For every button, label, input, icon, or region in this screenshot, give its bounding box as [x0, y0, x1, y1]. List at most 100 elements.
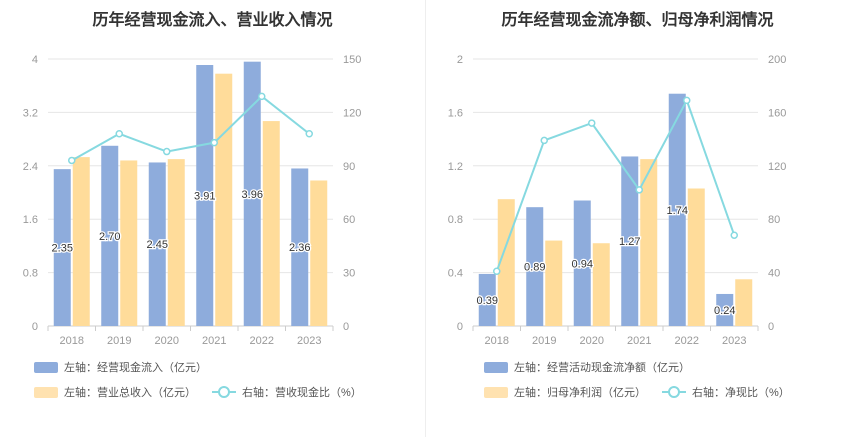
line-series	[495, 97, 736, 272]
bar-series2	[72, 157, 90, 326]
bar-series1	[101, 145, 119, 326]
x-axis-label: 2020	[580, 335, 604, 347]
right-axis-tick: 60	[343, 214, 355, 226]
bar-data-label: 2.35	[52, 243, 73, 255]
left-legend-bar2[interactable]: 左轴：营业总收入（亿元）	[34, 384, 196, 400]
legend-swatch	[34, 361, 58, 373]
right-axis-tick: 200	[768, 54, 786, 66]
left-axis-tick: 2.4	[23, 161, 38, 173]
line-point	[115, 130, 123, 138]
panel-divider	[425, 0, 426, 437]
legend-label: 右轴：净现比（%）	[692, 387, 790, 399]
left-axis-tick: 4	[32, 54, 38, 66]
line-point	[305, 130, 313, 138]
line-point	[635, 186, 643, 194]
left-axis-tick: 0.4	[448, 268, 463, 280]
left-axis-tick: 2	[457, 54, 463, 66]
right-chart-title: 历年经营现金流净额、归母净利润情况	[501, 12, 774, 29]
right-legend-row1: 左轴：经营活动现金流净额（亿元）	[484, 359, 706, 375]
right-legend-bar1[interactable]: 左轴：经营活动现金流净额（亿元）	[484, 359, 690, 375]
right-axis-tick: 120	[343, 107, 361, 119]
bar-series2	[687, 188, 705, 326]
bar-data-label: 3.91	[194, 191, 215, 203]
left-axis-tick: 1.2	[448, 161, 463, 173]
bar-series1	[148, 162, 166, 326]
bar-data-label: 3.96	[242, 189, 263, 201]
line-series	[71, 95, 310, 162]
bar-series2	[545, 240, 563, 326]
left-axis-tick: 0	[32, 321, 38, 333]
right-axis-tick: 30	[343, 268, 355, 280]
bar-series2	[215, 73, 233, 326]
line-point	[163, 147, 171, 156]
bar-data-label: 0.94	[572, 258, 593, 270]
left-axis-tick: 1.6	[23, 214, 38, 226]
bar-series1	[668, 93, 686, 327]
legend-label: 左轴：归母净利润（亿元）	[514, 387, 646, 399]
line-point	[588, 119, 596, 127]
bar-data-label: 2.36	[289, 242, 310, 254]
right-axis-tick: 90	[343, 161, 355, 173]
x-axis-label: 2018	[485, 335, 509, 347]
bar-series1	[243, 61, 261, 327]
left-legend-line[interactable]: 右轴：营收现金比（%）	[212, 384, 362, 400]
right-legend-bar2[interactable]: 左轴：归母净利润（亿元）	[484, 384, 646, 400]
x-axis-label: 2022	[250, 335, 274, 347]
right-axis-tick: 0	[768, 321, 774, 333]
left-axis-tick: 3.2	[23, 107, 38, 119]
bar-series1	[196, 65, 214, 326]
legend-swatch	[34, 386, 58, 398]
legend-label: 左轴：营业总收入（亿元）	[64, 387, 196, 399]
x-axis-label: 2022	[675, 335, 699, 347]
legend-label: 左轴：经营现金流入（亿元）	[64, 362, 207, 374]
left-axis-tick: 1.6	[448, 107, 463, 119]
bar-data-label: 1.74	[667, 205, 688, 217]
bar-series1	[573, 200, 591, 326]
bar-data-label: 1.27	[619, 236, 640, 248]
legend-line-swatch	[212, 386, 236, 398]
bar-data-label: 0.39	[477, 295, 498, 307]
left-axis-tick: 0	[457, 321, 463, 333]
bar-series1	[621, 156, 639, 326]
legend-swatch	[484, 386, 508, 398]
x-axis-label: 2021	[202, 335, 226, 347]
bar-data-label: 0.89	[524, 262, 545, 274]
bar-data-label: 2.45	[147, 239, 168, 251]
bar-series1	[53, 169, 71, 326]
left-legend-row2: 左轴：营业总收入（亿元） 右轴：营收现金比（%）	[34, 384, 378, 400]
left-legend-bar1[interactable]: 左轴：经营现金流入（亿元）	[34, 359, 207, 375]
left-chart: 0 0.8 1.6 2.4 3.2 4 0 30 60 90 120 150 2018 2.35 2019 2…	[23, 54, 362, 347]
bar-series2	[735, 279, 753, 326]
bar-series2	[310, 180, 328, 326]
line-point	[68, 156, 76, 165]
bar-series2	[592, 243, 610, 326]
right-chart: 0 0.4 0.8 1.2 1.6 2 0 40 80 120 160 200 2018 0.39 2019…	[448, 54, 787, 347]
bar-data-label: 0.24	[714, 305, 735, 317]
line-point	[258, 92, 266, 101]
right-axis-tick: 160	[768, 107, 786, 119]
bar-series1	[526, 207, 544, 326]
line-point	[540, 136, 548, 145]
bar-series2	[262, 121, 280, 326]
legend-label: 左轴：经营活动现金流净额（亿元）	[514, 362, 690, 374]
legend-label: 右轴：营收现金比（%）	[242, 387, 362, 399]
bar-series2	[167, 159, 185, 326]
x-axis-label: 2019	[532, 335, 556, 347]
bar-series1	[291, 168, 309, 326]
line-point	[210, 138, 218, 147]
bar-series1	[478, 273, 496, 326]
right-legend-line[interactable]: 右轴：净现比（%）	[662, 384, 790, 400]
right-axis-tick: 80	[768, 214, 780, 226]
right-axis-tick: 150	[343, 54, 361, 66]
x-axis-label: 2023	[722, 335, 746, 347]
left-chart-title: 历年经营现金流入、营业收入情况	[92, 12, 333, 29]
right-axis-tick: 0	[343, 321, 349, 333]
bar-series2	[120, 160, 138, 326]
left-axis-tick: 0.8	[23, 268, 38, 280]
bar-data-label: 2.70	[99, 231, 120, 243]
left-axis-tick: 0.8	[448, 214, 463, 226]
x-axis-label: 2020	[155, 335, 179, 347]
right-legend-row2: 左轴：归母净利润（亿元） 右轴：净现比（%）	[484, 384, 806, 400]
right-axis-tick: 40	[768, 268, 780, 280]
